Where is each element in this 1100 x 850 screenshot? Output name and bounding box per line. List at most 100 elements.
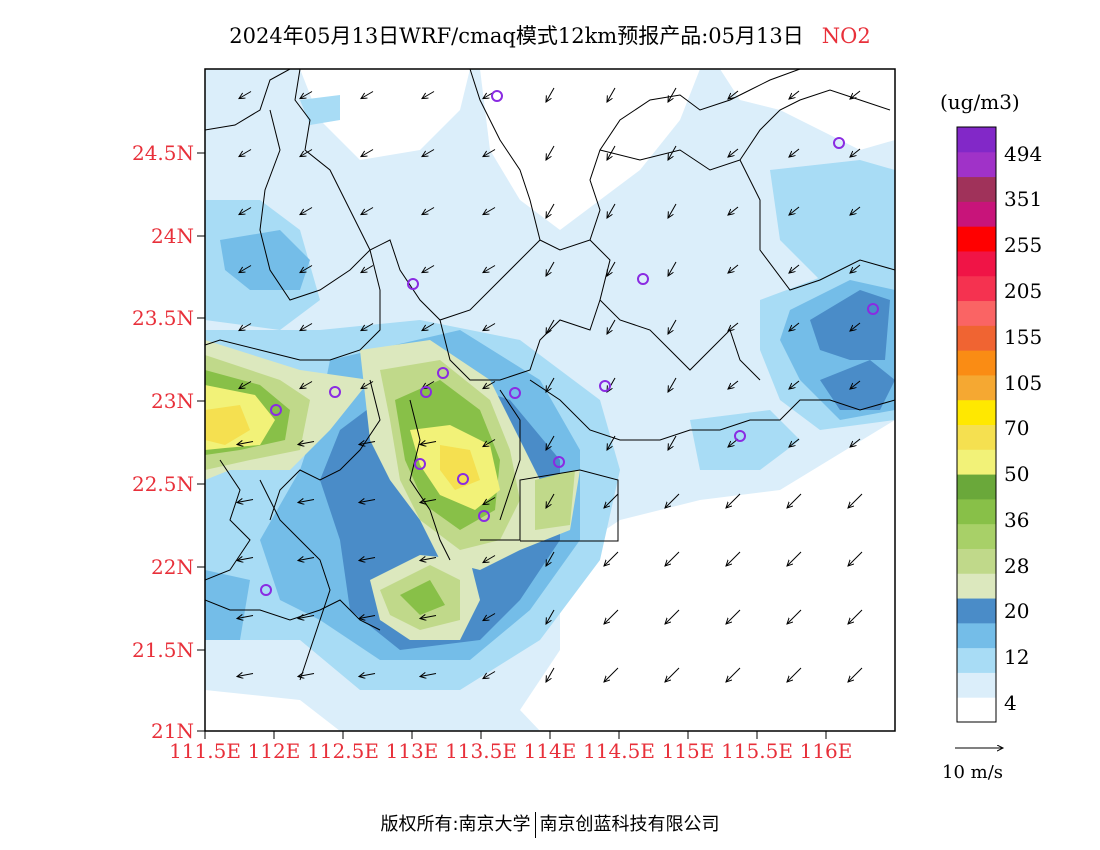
- colorbar-label: 105: [1004, 371, 1043, 395]
- wind-arrow: [848, 609, 863, 624]
- station-marker-s11: [270, 404, 282, 416]
- wind-arrow: [607, 319, 616, 334]
- wind-arrow: [850, 90, 861, 99]
- station-marker-s6: [437, 367, 449, 379]
- lat-label: 23.5N: [132, 306, 194, 330]
- wind-arrow: [361, 323, 374, 331]
- lon-label: 113.5E: [445, 739, 517, 763]
- lon-label: 114E: [524, 739, 577, 763]
- wind-arrow: [728, 380, 739, 389]
- wind-arrow: [483, 439, 496, 447]
- lat-label: 24N: [151, 224, 194, 248]
- monitoring-stations: [260, 90, 879, 596]
- wind-arrow: [359, 558, 376, 561]
- wind-arrow: [668, 319, 677, 334]
- wind-arrow: [298, 558, 315, 561]
- colorbar-swatch: [957, 622, 996, 649]
- colorbar-label: 20: [1004, 599, 1030, 623]
- wind-arrow: [787, 493, 802, 508]
- wind-arrow: [728, 322, 739, 331]
- wind-arrow: [420, 500, 437, 503]
- wind-arrow: [237, 500, 254, 503]
- wind-arrow: [422, 323, 435, 331]
- wind-arrow: [850, 264, 861, 273]
- wind-arrow: [483, 265, 496, 273]
- wind-arrow: [607, 435, 616, 450]
- wind-arrow: [848, 551, 863, 566]
- wind-arrow: [361, 381, 374, 389]
- wind-arrow: [607, 145, 616, 160]
- colorbar-swatch: [957, 374, 996, 401]
- wind-arrow: [361, 265, 374, 273]
- wind-arrow: [665, 609, 680, 624]
- colorbar-swatch: [957, 449, 996, 475]
- lon-label: 114.5E: [583, 739, 655, 763]
- colorbar-label: 4: [1004, 691, 1017, 715]
- wind-arrow: [422, 149, 435, 157]
- wind-arrow: [787, 551, 802, 566]
- wind-arrow: [298, 616, 315, 619]
- wind-arrow: [546, 435, 555, 450]
- colorbar-swatch: [957, 325, 996, 351]
- station-marker-s5: [867, 303, 879, 315]
- wind-legend-label: 10 m/s: [942, 762, 1003, 783]
- wind-arrow: [300, 381, 313, 389]
- wind-arrow: [668, 145, 677, 160]
- wind-arrow: [607, 87, 616, 102]
- wind-arrow: [361, 91, 374, 99]
- wind-arrow: [237, 674, 254, 677]
- wind-arrow: [546, 203, 555, 218]
- wind-arrow: [546, 667, 555, 682]
- colorbar-swatch: [957, 598, 996, 624]
- wind-arrow: [607, 261, 616, 276]
- wind-arrow: [726, 667, 741, 682]
- lat-label: 21N: [151, 719, 194, 743]
- wind-arrow: [483, 381, 496, 389]
- lon-label: 115E: [662, 739, 715, 763]
- wind-arrow: [300, 207, 313, 215]
- station-marker-s3: [407, 278, 419, 290]
- wind-arrow: [668, 203, 677, 218]
- wind-arrow: [483, 497, 496, 505]
- wind-arrow: [850, 322, 861, 331]
- station-marker-s12: [734, 430, 746, 442]
- wind-arrow: [239, 265, 252, 273]
- wind-arrow: [850, 148, 861, 157]
- wind-arrow: [361, 149, 374, 157]
- wind-arrow: [300, 149, 313, 157]
- colorbar-swatch: [957, 647, 996, 673]
- wind-arrow: [546, 493, 555, 508]
- wind-arrow: [483, 671, 496, 679]
- wind-arrow: [665, 493, 680, 508]
- colorbar-label: 155: [1004, 325, 1043, 349]
- wind-arrow: [546, 261, 555, 276]
- lat-label: 22.5N: [132, 472, 194, 496]
- colorbar-swatch: [957, 399, 996, 425]
- wind-arrow: [361, 207, 374, 215]
- wind-arrow: [298, 442, 315, 445]
- colorbar-swatch: [957, 350, 996, 376]
- station-marker-s9: [509, 387, 521, 399]
- colorbar-label: 351: [1004, 187, 1043, 211]
- lat-label: 21.5N: [132, 638, 194, 662]
- footer-divider: [534, 812, 536, 838]
- colorbar-swatch: [957, 226, 996, 252]
- wind-arrow: [728, 264, 739, 273]
- wind-arrow: [789, 322, 800, 331]
- wind-arrow: [237, 442, 254, 445]
- station-marker-s7: [329, 386, 341, 398]
- wind-arrow: [668, 261, 677, 276]
- wind-arrow: [668, 435, 677, 450]
- station-marker-s2: [833, 137, 845, 149]
- lon-label: 115.5E: [721, 739, 793, 763]
- wind-arrow: [237, 616, 254, 619]
- colorbar-label: 36: [1004, 508, 1030, 532]
- wind-arrow: [850, 206, 861, 215]
- colorbar-label: 70: [1004, 416, 1030, 440]
- wind-arrow: [420, 442, 437, 445]
- lon-axis: 111.5E 112E 112.5E 113E 113.5E 114E 114.…: [169, 731, 852, 763]
- wind-arrow: [483, 555, 496, 563]
- lon-label: 111.5E: [169, 739, 241, 763]
- wind-arrow: [359, 616, 376, 619]
- wind-arrow: [483, 613, 496, 621]
